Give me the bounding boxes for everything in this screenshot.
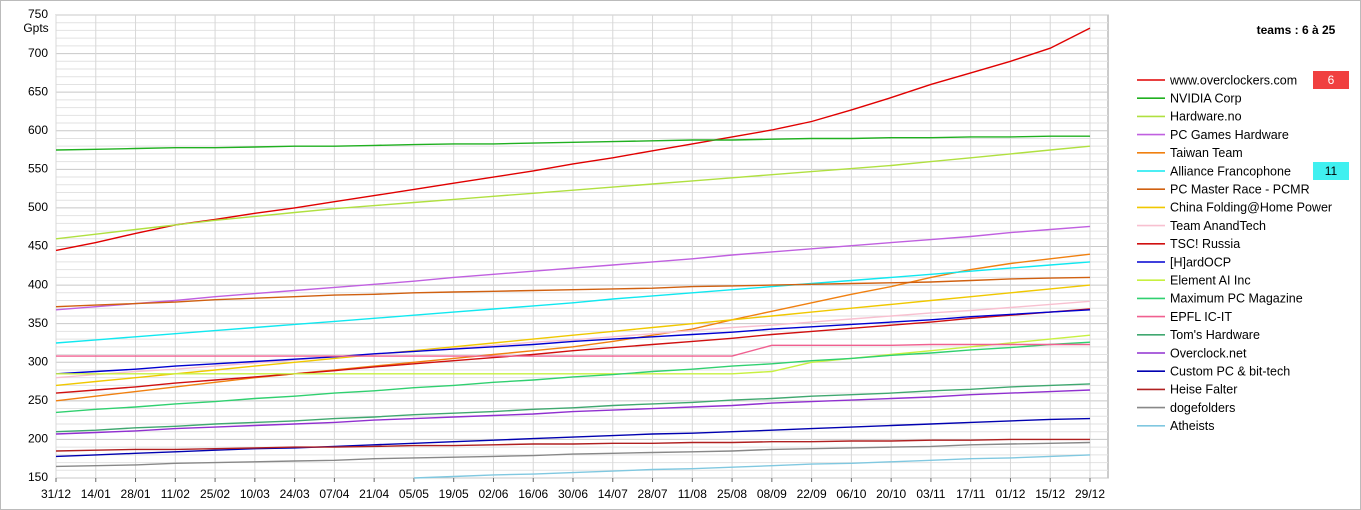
x-tick-label: 28/01 bbox=[121, 487, 151, 501]
series-line bbox=[55, 135, 1090, 151]
x-tick-label: 19/05 bbox=[439, 487, 469, 501]
y-tick-label: 500 bbox=[28, 200, 48, 214]
series-line bbox=[56, 334, 1091, 375]
x-tick-label: 15/12 bbox=[1035, 487, 1065, 501]
legend-text: Heise Falter bbox=[1170, 383, 1237, 397]
series-line bbox=[56, 343, 1090, 357]
y-tick-label: 300 bbox=[28, 354, 48, 368]
legend-text: EPFL IC-IT bbox=[1170, 310, 1232, 324]
series-line bbox=[55, 383, 1091, 433]
legend-text: [H]ardOCP bbox=[1170, 255, 1231, 269]
y-tick-label: 450 bbox=[28, 239, 48, 253]
x-tick-label: 10/03 bbox=[240, 487, 270, 501]
x-tick-label: 20/10 bbox=[876, 487, 906, 501]
legend-text: Custom PC & bit-tech bbox=[1170, 364, 1290, 378]
legend-badge bbox=[1313, 71, 1349, 89]
series-line bbox=[55, 341, 1091, 414]
x-tick-label: 03/11 bbox=[916, 487, 945, 501]
legend-text: Maximum PC Magazine bbox=[1170, 292, 1303, 306]
x-tick-label: 14/07 bbox=[598, 487, 628, 501]
legend-text: China Folding@Home Power bbox=[1170, 201, 1332, 215]
legend-text: Hardware.no bbox=[1170, 110, 1242, 124]
y-tick-label: 750 bbox=[28, 7, 48, 21]
legend-text: PC Games Hardware bbox=[1170, 128, 1289, 142]
series-line bbox=[55, 225, 1091, 311]
x-tick-label: 08/09 bbox=[757, 487, 787, 501]
series-line bbox=[55, 276, 1091, 308]
series-line bbox=[413, 454, 1091, 479]
chart-title: teams : 6 à 25 bbox=[1257, 23, 1336, 37]
series-line bbox=[55, 261, 1091, 344]
legend-badge bbox=[1313, 162, 1349, 180]
x-tick-label: 11/08 bbox=[678, 487, 707, 501]
legend-text: Overclock.net bbox=[1170, 346, 1247, 360]
y-tick-label: 650 bbox=[28, 84, 48, 98]
y-tick-label: 150 bbox=[28, 470, 48, 484]
series-line bbox=[55, 253, 1091, 402]
legend-text: Tom's Hardware bbox=[1170, 328, 1260, 342]
series-line bbox=[55, 300, 1091, 379]
x-tick-label: 01/12 bbox=[995, 487, 1025, 501]
series-line bbox=[55, 284, 1091, 387]
y-tick-label: 700 bbox=[28, 46, 48, 60]
x-tick-label: 21/04 bbox=[359, 487, 389, 501]
x-tick-label: 29/12 bbox=[1075, 487, 1105, 501]
series-line bbox=[55, 27, 1091, 252]
legend-text: TSC! Russia bbox=[1170, 237, 1240, 251]
legend-text: Atheists bbox=[1170, 419, 1214, 433]
x-tick-label: 25/02 bbox=[200, 487, 230, 501]
legend-text: Alliance Francophone bbox=[1170, 164, 1291, 178]
x-tick-label: 31/12 bbox=[41, 487, 71, 501]
legend-text: Element AI Inc bbox=[1170, 273, 1251, 287]
x-tick-label: 28/07 bbox=[638, 487, 668, 501]
series-line bbox=[55, 308, 1091, 394]
x-tick-label: 25/08 bbox=[717, 487, 747, 501]
y-tick-label: 350 bbox=[28, 316, 48, 330]
legend-text: www.overclockers.com bbox=[1169, 73, 1297, 87]
series-line bbox=[55, 309, 1091, 375]
x-tick-label: 22/09 bbox=[797, 487, 827, 501]
y-tick-label: 550 bbox=[28, 162, 48, 176]
y-unit: Gpts bbox=[23, 21, 48, 35]
series-line bbox=[55, 145, 1091, 240]
x-tick-label: 11/02 bbox=[161, 487, 190, 501]
legend-badge-text: 6 bbox=[1328, 73, 1335, 87]
legend-text: PC Master Race - PCMR bbox=[1170, 182, 1310, 196]
x-tick-label: 30/06 bbox=[558, 487, 588, 501]
x-tick-label: 05/05 bbox=[399, 487, 429, 501]
y-tick-label: 200 bbox=[28, 432, 48, 446]
legend-badge-text: 11 bbox=[1325, 164, 1338, 178]
y-tick-label: 250 bbox=[28, 393, 48, 407]
legend-text: Taiwan Team bbox=[1170, 146, 1243, 160]
series-line bbox=[55, 389, 1091, 435]
y-tick-label: 400 bbox=[28, 277, 48, 291]
legend-text: dogefolders bbox=[1170, 401, 1235, 415]
y-tick-label: 600 bbox=[28, 123, 48, 137]
series-line bbox=[55, 438, 1090, 452]
series-line bbox=[55, 441, 1091, 468]
series-line bbox=[55, 417, 1091, 458]
x-tick-label: 06/10 bbox=[836, 487, 866, 501]
x-tick-label: 16/06 bbox=[518, 487, 548, 501]
x-tick-label: 02/06 bbox=[478, 487, 508, 501]
x-tick-label: 07/04 bbox=[319, 487, 349, 501]
x-tick-label: 24/03 bbox=[280, 487, 310, 501]
x-tick-label: 14/01 bbox=[81, 487, 111, 501]
legend-text: NVIDIA Corp bbox=[1170, 91, 1242, 105]
x-tick-label: 17/11 bbox=[956, 487, 985, 501]
legend-text: Team AnandTech bbox=[1170, 219, 1266, 233]
